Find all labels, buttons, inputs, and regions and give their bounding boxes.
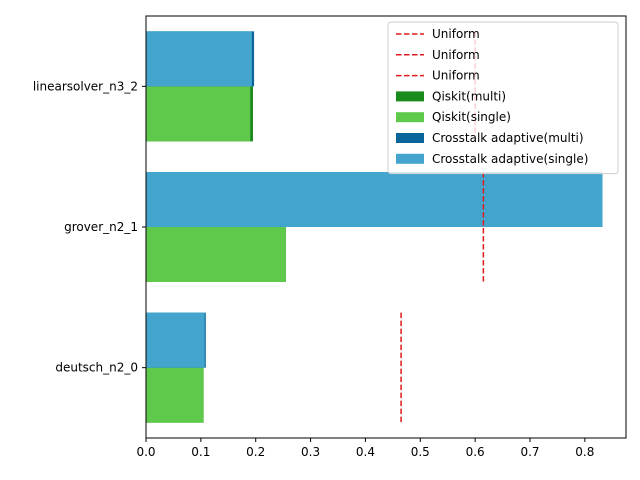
legend-label: Uniform: [432, 69, 480, 83]
bar-crosstalk-adaptive-single--grover_n2_1: [146, 172, 603, 227]
y-tick-label: grover_n2_1: [64, 220, 138, 234]
x-tick-label: 0.4: [356, 445, 375, 459]
x-tick-label: 0.5: [411, 445, 430, 459]
x-tick-label: 0.6: [466, 445, 485, 459]
x-tick-label: 0.7: [520, 445, 539, 459]
bar-qiskit-single--grover_n2_1: [146, 227, 286, 282]
legend-swatch-patch: [396, 133, 424, 143]
legend-label: Qiskit(single): [432, 110, 511, 124]
legend-swatch-patch: [396, 91, 424, 102]
x-tick-label: 0.1: [191, 445, 210, 459]
bar-qiskit-single--deutsch_n2_0: [146, 367, 204, 423]
x-tick-label: 0.8: [575, 445, 594, 459]
legend-swatch-patch: [396, 153, 424, 164]
x-tick-label: 0.0: [136, 445, 155, 459]
bars-layer: [146, 31, 603, 423]
bar-crosstalk-adaptive-single--linearsolver_n3_2: [146, 31, 252, 87]
y-axis: deutsch_n2_0 grover_n2_1 linearsolver_n3_2: [33, 79, 146, 375]
legend-box: [387, 21, 619, 175]
legend-label: Uniform: [432, 27, 480, 41]
legend-label: Uniform: [432, 48, 480, 62]
y-tick-label: linearsolver_n3_2: [33, 79, 138, 93]
legend-label: Crosstalk adaptive(multi): [432, 131, 584, 145]
legend-label: Qiskit(multi): [432, 89, 506, 103]
x-axis: 0.0 0.1 0.2 0.3 0.4 0.5 0.6 0.7 0.8: [136, 438, 594, 459]
legend: Uniform Uniform Uniform Qiskit(multi) Qiskit…: [387, 21, 619, 175]
legend-swatch-patch: [396, 112, 424, 123]
legend-label: Crosstalk adaptive(single): [432, 152, 588, 166]
x-tick-label: 0.3: [301, 445, 320, 459]
bar-crosstalk-adaptive-single--deutsch_n2_0: [146, 312, 205, 368]
bar-qiskit-single--linearsolver_n3_2: [146, 86, 251, 142]
x-tick-label: 0.2: [246, 445, 265, 459]
y-tick-label: deutsch_n2_0: [55, 361, 138, 375]
